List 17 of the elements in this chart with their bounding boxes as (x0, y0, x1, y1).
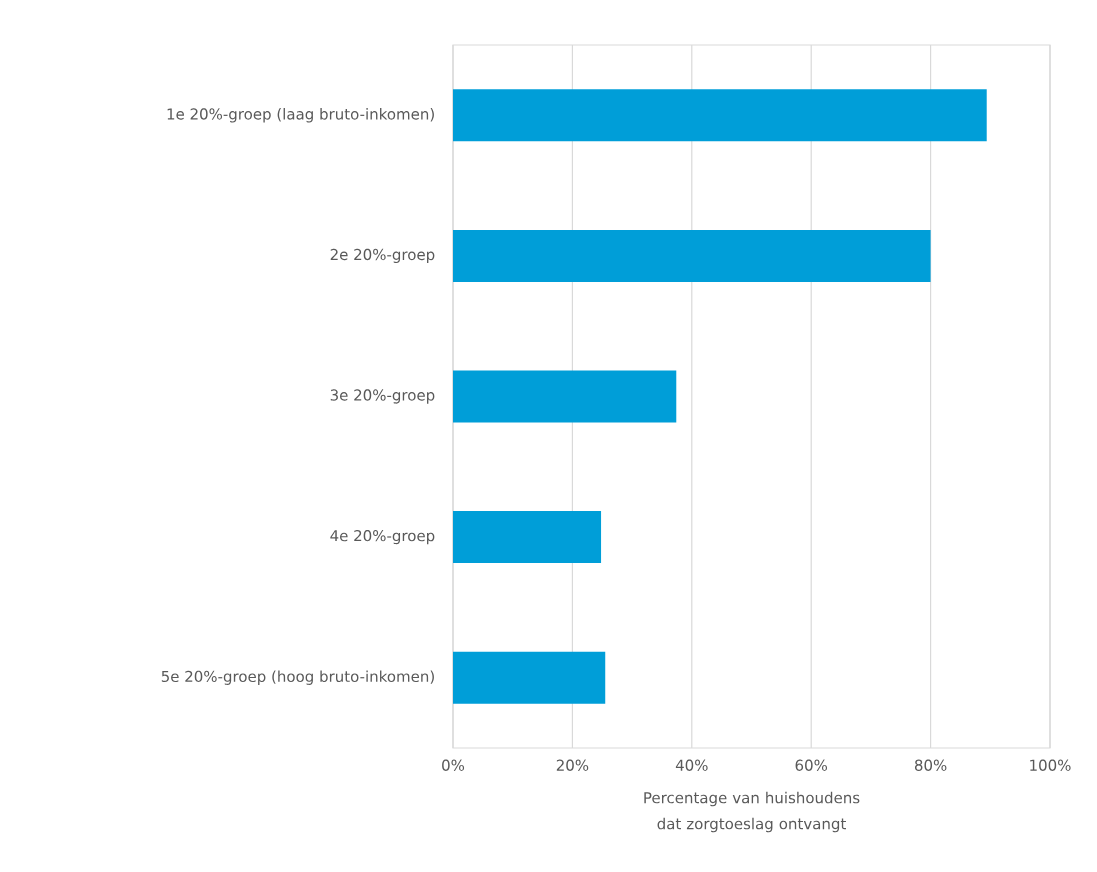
x-tick-label: 40% (675, 759, 708, 771)
y-tick-label: 4e 20%-groep (330, 529, 435, 545)
bar (453, 89, 987, 142)
y-tick-label: 3e 20%-groep (330, 389, 435, 404)
x-axis-title: Percentage van huishoudens dat zorgtoeslag ontvangt (644, 791, 860, 833)
x-tick-label: 20% (556, 759, 589, 771)
bar (453, 229, 931, 282)
x-tick-label: 60% (795, 759, 828, 771)
bar (453, 651, 606, 704)
bar (453, 511, 602, 564)
x-tick-label: 100% (1030, 759, 1071, 771)
bar (453, 370, 677, 423)
y-tick-label: 2e 20%-groep (330, 248, 435, 264)
x-tick-label: 0% (442, 759, 465, 771)
x-tick-label: 80% (914, 759, 947, 771)
y-tick-label: 1e 20%-groep (laag bruto-inkomen) (167, 108, 434, 123)
y-tick-label: 5e 20%-groep (hoog bruto-inkomen) (161, 670, 434, 685)
